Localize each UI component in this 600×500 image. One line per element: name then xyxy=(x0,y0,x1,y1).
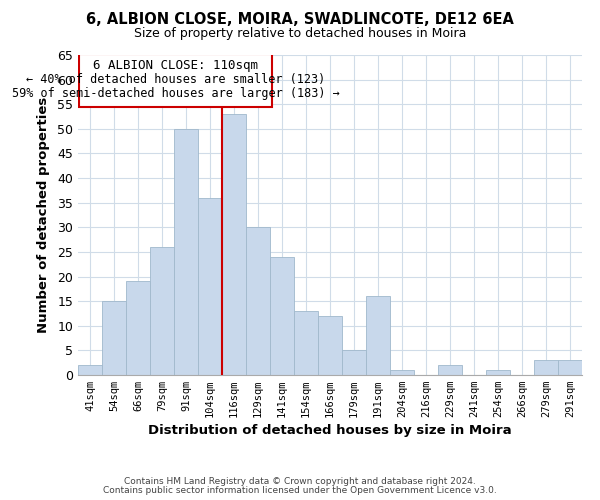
Bar xyxy=(558,360,582,375)
X-axis label: Distribution of detached houses by size in Moira: Distribution of detached houses by size … xyxy=(148,424,512,438)
Bar xyxy=(438,365,462,375)
Text: 59% of semi-detached houses are larger (183) →: 59% of semi-detached houses are larger (… xyxy=(12,88,340,101)
Bar xyxy=(78,365,102,375)
Text: 6, ALBION CLOSE, MOIRA, SWADLINCOTE, DE12 6EA: 6, ALBION CLOSE, MOIRA, SWADLINCOTE, DE1… xyxy=(86,12,514,28)
Bar xyxy=(390,370,414,375)
Bar xyxy=(318,316,342,375)
Bar xyxy=(150,247,174,375)
Bar xyxy=(486,370,510,375)
Bar xyxy=(534,360,558,375)
Bar xyxy=(174,129,198,375)
Bar xyxy=(222,114,246,375)
Text: Contains public sector information licensed under the Open Government Licence v3: Contains public sector information licen… xyxy=(103,486,497,495)
FancyBboxPatch shape xyxy=(79,54,272,106)
Text: 6 ALBION CLOSE: 110sqm: 6 ALBION CLOSE: 110sqm xyxy=(94,59,259,72)
Bar xyxy=(270,257,294,375)
Bar xyxy=(342,350,366,375)
Y-axis label: Number of detached properties: Number of detached properties xyxy=(37,97,50,333)
Text: Contains HM Land Registry data © Crown copyright and database right 2024.: Contains HM Land Registry data © Crown c… xyxy=(124,477,476,486)
Text: Size of property relative to detached houses in Moira: Size of property relative to detached ho… xyxy=(134,28,466,40)
Text: ← 40% of detached houses are smaller (123): ← 40% of detached houses are smaller (12… xyxy=(26,72,325,86)
Bar xyxy=(366,296,390,375)
Bar xyxy=(126,282,150,375)
Bar xyxy=(246,228,270,375)
Bar xyxy=(294,311,318,375)
Bar xyxy=(198,198,222,375)
Bar xyxy=(102,301,126,375)
